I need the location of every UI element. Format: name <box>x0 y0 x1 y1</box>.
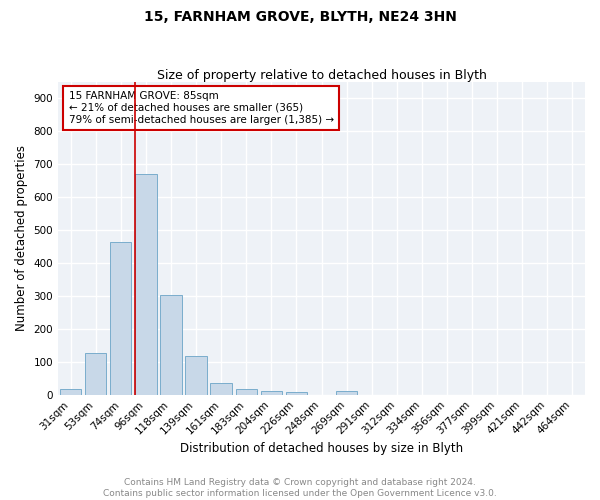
Bar <box>236 389 257 394</box>
Y-axis label: Number of detached properties: Number of detached properties <box>15 146 28 332</box>
X-axis label: Distribution of detached houses by size in Blyth: Distribution of detached houses by size … <box>180 442 463 455</box>
Text: 15 FARNHAM GROVE: 85sqm
← 21% of detached houses are smaller (365)
79% of semi-d: 15 FARNHAM GROVE: 85sqm ← 21% of detache… <box>68 92 334 124</box>
Text: Contains HM Land Registry data © Crown copyright and database right 2024.
Contai: Contains HM Land Registry data © Crown c… <box>103 478 497 498</box>
Bar <box>110 242 131 394</box>
Bar <box>135 174 157 394</box>
Bar <box>60 389 81 394</box>
Bar <box>336 392 357 394</box>
Title: Size of property relative to detached houses in Blyth: Size of property relative to detached ho… <box>157 69 487 82</box>
Bar <box>85 353 106 395</box>
Bar <box>286 392 307 394</box>
Bar <box>260 392 282 394</box>
Text: 15, FARNHAM GROVE, BLYTH, NE24 3HN: 15, FARNHAM GROVE, BLYTH, NE24 3HN <box>143 10 457 24</box>
Bar <box>185 356 207 395</box>
Bar <box>160 296 182 394</box>
Bar <box>211 383 232 394</box>
